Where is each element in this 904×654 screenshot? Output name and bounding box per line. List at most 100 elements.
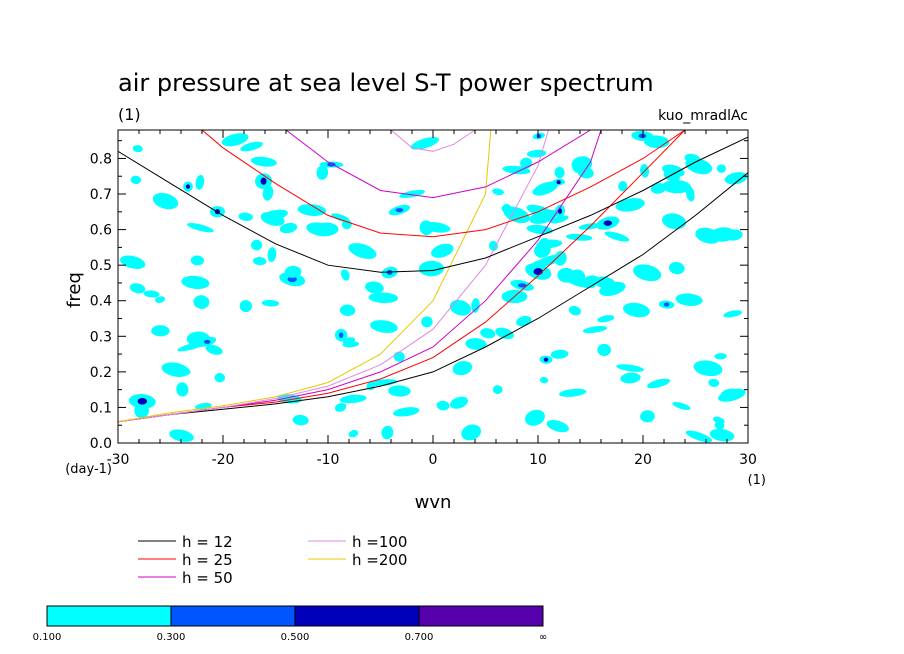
contour-blob (662, 179, 691, 194)
contour-blob (187, 222, 214, 233)
curve-kelvin-25 (118, 130, 686, 423)
contour-blob (348, 243, 377, 259)
x-tick-label: -10 (317, 452, 340, 468)
contour-blob (452, 361, 473, 376)
colorbar-label: 0.700 (405, 632, 434, 643)
contour-blob (240, 141, 263, 152)
contour-blob (342, 337, 356, 345)
contour-blob (532, 181, 559, 196)
contour-blob-core (185, 184, 190, 189)
contour-blob (633, 264, 662, 282)
contour-blob (238, 212, 253, 221)
contour-blob (267, 247, 277, 262)
contour-blob (151, 325, 170, 337)
colorbar-segment (170, 605, 296, 627)
contour-blob (193, 295, 210, 309)
legend-label: h = 12 (182, 533, 233, 551)
contour-blob (558, 388, 587, 397)
curve-kelvin-200 (118, 130, 492, 423)
contour-blob-core (260, 177, 267, 185)
contour-blob (252, 256, 267, 266)
contour-blob (143, 290, 160, 298)
contour-blob (495, 327, 514, 340)
x-tick-label: 30 (739, 452, 757, 468)
contour-blob-core (533, 268, 543, 275)
contour-blob (239, 300, 253, 313)
chart-subtitle-right: kuo_mradlAc (658, 108, 748, 124)
contour-blob-core (663, 302, 670, 307)
contour-blob-core (603, 220, 613, 226)
contour-blob (713, 416, 725, 424)
axes: -30 -20 -10 0 10 20 30 0.0 0.1 0.2 0.3 0.4 0.5 0.6 0.7… (90, 130, 757, 468)
contour-blob (284, 265, 302, 278)
curve-kelvin-100 (118, 130, 549, 423)
contour-blob (685, 430, 713, 443)
colorbar-label: 0.500 (281, 632, 310, 643)
colorbar-segment (294, 605, 420, 627)
y-tick-label: 0.1 (90, 400, 112, 416)
contour-blob (436, 400, 450, 411)
colorbar: 0.100 0.300 0.500 0.700 ∞ (33, 605, 547, 643)
x-tick-label: 10 (529, 452, 547, 468)
contour-blob (534, 242, 551, 258)
contour-blob (381, 425, 394, 440)
contour-blob (627, 303, 641, 311)
x-tick-label: -30 (107, 452, 130, 468)
contour-blob (419, 220, 433, 236)
colorbar-segment (46, 605, 172, 627)
x-tick-label: -20 (212, 452, 235, 468)
contour-blob (550, 349, 569, 359)
colorbar-label: 0.100 (33, 632, 62, 643)
contour-blob (120, 255, 146, 269)
contour-blob (618, 180, 628, 192)
contour-blob (546, 420, 569, 433)
contour-blob (616, 364, 644, 372)
y-tick-label: 0.5 (90, 258, 112, 274)
contour-blob (685, 158, 713, 175)
contour-blob-core (536, 134, 542, 139)
contour-blob (597, 343, 611, 356)
contour-blob (526, 224, 553, 235)
contour-blob (582, 326, 608, 334)
contour-blob (724, 172, 748, 185)
contour-blob-core (338, 332, 344, 338)
contour-blob (431, 243, 454, 258)
contour-blob (594, 276, 616, 289)
contour-blob (152, 192, 179, 210)
contour-blob (471, 298, 480, 313)
curve-gravity-50 (285, 130, 591, 199)
contour-blob (393, 407, 420, 417)
contour-blob (492, 385, 503, 394)
contour-blob (480, 328, 496, 339)
curve-gravity-25 (201, 130, 686, 238)
contour-blob (155, 296, 166, 303)
contour-blob (554, 250, 567, 266)
contour-blob (365, 281, 384, 294)
contour-blob-core (556, 180, 561, 185)
contour-blob (214, 372, 226, 383)
x-axis-unit: (1) (748, 473, 766, 488)
contour-blob (720, 388, 740, 402)
contour-blob (662, 213, 687, 230)
contour-blob (502, 165, 531, 175)
contour-blob (723, 310, 743, 318)
y-tick-label: 0.6 (90, 223, 112, 239)
contour-blob (418, 260, 444, 277)
contour-blob (316, 165, 329, 180)
contour-blob (501, 204, 512, 213)
contour-blob (348, 430, 359, 438)
y-tick-label: 0.7 (90, 187, 112, 203)
contour-blob (672, 401, 691, 410)
contour-blob (205, 344, 223, 355)
contour-blob (421, 316, 433, 328)
x-axis-label: wvn (415, 492, 452, 513)
contour-blob (250, 156, 277, 167)
contour-blob (410, 137, 439, 150)
contour-blob (334, 402, 347, 412)
contour-blob (306, 222, 335, 237)
curve-kelvin-12 (118, 172, 748, 423)
contour-blob (297, 204, 327, 216)
contour-blob-core (517, 283, 527, 288)
contour-blob (292, 414, 309, 426)
